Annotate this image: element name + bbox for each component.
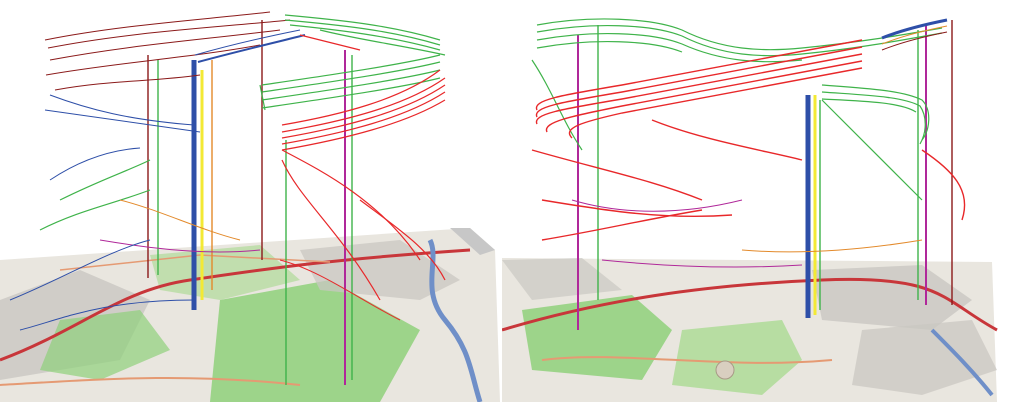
left-blue-trails <box>19 29 306 331</box>
left-scene <box>0 11 500 402</box>
right-vertical-shafts <box>577 20 953 330</box>
right-green-bundle <box>531 18 943 201</box>
panel-left-3d-trajectories <box>0 0 500 402</box>
left-map-ground <box>0 228 500 402</box>
right-misc-trails <box>571 18 948 268</box>
left-red-bundle <box>281 34 446 301</box>
right-red-bundle <box>531 39 966 241</box>
right-map-ground <box>502 258 998 402</box>
right-scene <box>502 18 998 402</box>
left-vertical-shafts <box>147 20 353 385</box>
panel-right-3d-trajectories <box>502 0 1014 402</box>
left-green-bundle <box>39 14 446 231</box>
left-top-loop <box>44 11 291 91</box>
left-misc-trails <box>9 199 401 321</box>
